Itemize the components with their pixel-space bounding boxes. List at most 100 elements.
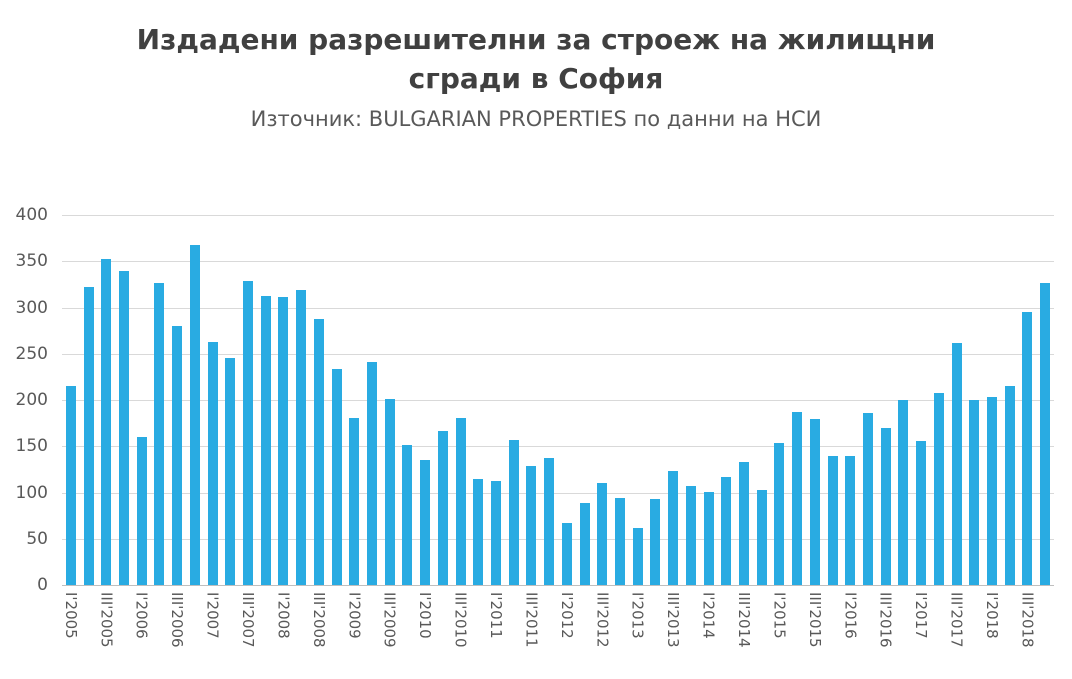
x-tick-label: I'2014 xyxy=(699,592,718,639)
chart-title: Издадени разрешителни за строеж на жилищ… xyxy=(0,0,1072,98)
bar-II'2005 xyxy=(83,287,94,585)
bar-I'2018 xyxy=(987,397,997,585)
bar-IV'2007 xyxy=(260,296,271,585)
bar-I'2006 xyxy=(136,437,147,585)
bar-IV'2009 xyxy=(402,445,413,585)
bar-II'2018 xyxy=(1004,386,1015,585)
bar-IV'2016 xyxy=(898,400,909,585)
bar-II'2016 xyxy=(863,412,873,585)
bar-III'2015 xyxy=(809,418,820,585)
bar-III'2012 xyxy=(597,483,608,585)
x-tick-label: III'2012 xyxy=(593,592,612,648)
bar-III'2008 xyxy=(313,318,324,585)
bar-IV'2006 xyxy=(189,244,200,585)
bar-III'2009 xyxy=(384,399,395,585)
x-tick-label: III'2015 xyxy=(805,592,824,648)
plot-area xyxy=(62,215,1054,586)
bar-I'2011 xyxy=(491,481,501,585)
x-tick-label: I'2012 xyxy=(557,592,576,639)
gridline xyxy=(62,215,1054,216)
x-tick-label: III'2017 xyxy=(947,592,966,648)
y-tick-label: 100 xyxy=(15,482,48,503)
bar-IV'2017 xyxy=(969,400,980,585)
bar-I'2010 xyxy=(420,460,431,585)
bar-III'2005 xyxy=(101,259,112,585)
x-tick-label: III'2018 xyxy=(1018,592,1037,648)
bar-IV'2011 xyxy=(544,458,555,585)
x-tick-label: III'2007 xyxy=(239,592,257,648)
bar-II'2014 xyxy=(721,476,732,585)
bar-I'2013 xyxy=(632,527,643,585)
bar-II'2008 xyxy=(296,289,307,585)
bar-III'2006 xyxy=(172,326,183,585)
bar-II'2006 xyxy=(154,282,165,585)
bar-II'2007 xyxy=(225,358,236,585)
x-tick-label: I'2016 xyxy=(841,592,860,639)
bar-III'2007 xyxy=(243,280,253,585)
bar-II'2012 xyxy=(579,502,590,585)
x-tick-label: I'2018 xyxy=(983,592,1001,639)
bar-I'2014 xyxy=(703,491,714,585)
chart-subtitle: Източник: BULGARIAN PROPERTIES по данни … xyxy=(250,107,822,131)
bar-III'2016 xyxy=(880,427,891,585)
bar-IV'2018 xyxy=(1040,282,1051,585)
bar-I'2016 xyxy=(845,456,856,585)
bar-III'2013 xyxy=(668,471,679,585)
bar-I'2009 xyxy=(349,417,360,585)
x-tick-label: III'2005 xyxy=(97,592,116,648)
x-tick-label: I'2013 xyxy=(628,592,647,639)
x-tick-label: III'2006 xyxy=(168,592,187,648)
x-axis-labels: I'2005 III'2005 I'2006 III'2006 I'2007 III'20… xyxy=(62,592,1054,677)
bar-II'2009 xyxy=(367,362,377,585)
bar-IV'2008 xyxy=(331,369,342,585)
x-tick-label: I'2006 xyxy=(132,592,151,639)
bar-III'2010 xyxy=(455,417,466,585)
x-tick-label: III'2013 xyxy=(664,592,683,648)
bar-I'2017 xyxy=(916,440,927,585)
bar-IV'2012 xyxy=(615,498,625,585)
bar-I'2005 xyxy=(65,386,76,585)
y-tick-label: 50 xyxy=(26,528,48,549)
bar-III'2017 xyxy=(951,342,962,585)
bar-IV'2005 xyxy=(119,270,129,585)
y-tick-label: 350 xyxy=(15,251,48,272)
bar-II'2015 xyxy=(792,412,803,585)
x-tick-label: III'2011 xyxy=(522,592,541,648)
y-tick-label: 200 xyxy=(15,390,48,410)
x-tick-label: I'2009 xyxy=(345,592,364,639)
y-tick-label: 400 xyxy=(15,205,48,225)
bar-III'2011 xyxy=(526,465,537,585)
bar-II'2010 xyxy=(437,430,448,585)
bar-I'2012 xyxy=(561,523,572,585)
bar-II'2017 xyxy=(933,392,944,585)
gridline xyxy=(62,446,1054,448)
chart-title-line1: Издадени разрешителни за строеж на жилищ… xyxy=(136,23,936,56)
gridline xyxy=(62,353,1054,355)
bar-IV'2010 xyxy=(473,478,484,585)
x-tick-label: III'2016 xyxy=(876,592,895,648)
x-tick-label: III'2010 xyxy=(451,592,470,648)
x-tick-label: I'2015 xyxy=(770,592,789,639)
gridline xyxy=(62,261,1054,263)
chart-title-line2: сгради в София xyxy=(408,62,664,95)
bar-IV'2014 xyxy=(756,489,767,585)
x-tick-label: I'2008 xyxy=(274,592,293,639)
bar-II'2011 xyxy=(508,439,519,585)
bar-I'2008 xyxy=(278,297,289,585)
x-tick-label: III'2014 xyxy=(735,592,753,648)
gridline xyxy=(62,400,1054,401)
gridline xyxy=(62,538,1054,540)
y-tick-label: 0 xyxy=(37,575,48,595)
x-tick-label: III'2009 xyxy=(380,592,399,648)
x-tick-label: I'2017 xyxy=(912,592,931,639)
bar-IV'2015 xyxy=(827,455,838,585)
y-tick-label: 150 xyxy=(15,436,48,457)
gridline xyxy=(62,307,1054,309)
bar-I'2007 xyxy=(207,341,218,585)
x-tick-label: I'2007 xyxy=(203,592,222,639)
y-tick-label: 300 xyxy=(15,297,48,318)
x-tick-label: I'2011 xyxy=(487,592,505,639)
bar-IV'2013 xyxy=(685,486,696,585)
